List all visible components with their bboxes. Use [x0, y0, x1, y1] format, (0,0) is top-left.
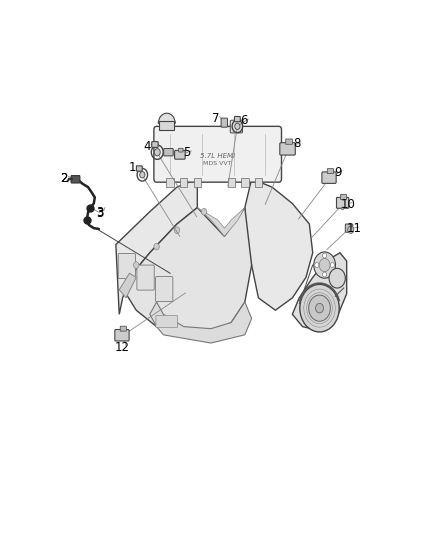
Circle shape	[322, 253, 327, 258]
Circle shape	[174, 227, 180, 233]
Circle shape	[201, 208, 207, 215]
Polygon shape	[293, 253, 346, 330]
FancyBboxPatch shape	[118, 254, 135, 279]
FancyBboxPatch shape	[234, 117, 240, 122]
FancyBboxPatch shape	[154, 126, 282, 182]
Text: 6: 6	[240, 114, 248, 127]
Text: MDS VVT: MDS VVT	[203, 161, 232, 166]
Circle shape	[154, 149, 160, 156]
FancyBboxPatch shape	[175, 150, 185, 159]
FancyBboxPatch shape	[71, 175, 80, 183]
Circle shape	[235, 123, 240, 130]
FancyBboxPatch shape	[156, 316, 178, 327]
Circle shape	[140, 172, 145, 178]
FancyBboxPatch shape	[241, 177, 249, 188]
Text: 5: 5	[184, 146, 191, 159]
FancyBboxPatch shape	[164, 149, 173, 156]
FancyBboxPatch shape	[136, 166, 142, 171]
FancyBboxPatch shape	[286, 139, 292, 144]
Text: 2: 2	[60, 172, 68, 184]
Text: 1: 1	[128, 161, 136, 174]
Circle shape	[309, 295, 330, 321]
Polygon shape	[197, 207, 245, 236]
FancyBboxPatch shape	[152, 142, 158, 147]
Text: 2: 2	[60, 172, 68, 184]
Polygon shape	[119, 273, 136, 298]
FancyBboxPatch shape	[227, 177, 235, 188]
FancyBboxPatch shape	[280, 143, 295, 155]
Polygon shape	[116, 179, 197, 314]
FancyBboxPatch shape	[115, 329, 129, 341]
Polygon shape	[126, 207, 251, 335]
Text: 11: 11	[346, 222, 362, 236]
Wedge shape	[158, 113, 175, 124]
Circle shape	[322, 272, 327, 277]
Text: 12: 12	[114, 341, 130, 353]
Circle shape	[341, 207, 344, 210]
Circle shape	[300, 284, 339, 332]
Text: 9: 9	[334, 166, 342, 179]
Circle shape	[348, 226, 354, 233]
Circle shape	[330, 263, 335, 268]
Text: 3: 3	[96, 207, 103, 220]
FancyBboxPatch shape	[339, 194, 346, 199]
FancyBboxPatch shape	[179, 148, 183, 152]
FancyBboxPatch shape	[180, 177, 187, 188]
FancyBboxPatch shape	[345, 224, 353, 232]
Text: 8: 8	[293, 137, 300, 150]
FancyBboxPatch shape	[336, 197, 349, 208]
FancyBboxPatch shape	[230, 120, 243, 133]
Text: 4: 4	[143, 140, 151, 152]
FancyBboxPatch shape	[194, 177, 201, 188]
FancyBboxPatch shape	[159, 120, 174, 131]
Polygon shape	[150, 302, 251, 343]
Text: 5.7L HEMI: 5.7L HEMI	[200, 154, 235, 159]
FancyBboxPatch shape	[120, 326, 127, 331]
FancyBboxPatch shape	[221, 118, 227, 127]
Circle shape	[329, 268, 345, 288]
FancyBboxPatch shape	[327, 168, 333, 174]
FancyBboxPatch shape	[254, 177, 262, 188]
Circle shape	[315, 263, 319, 268]
Circle shape	[319, 259, 330, 272]
Text: 3: 3	[96, 206, 103, 219]
FancyBboxPatch shape	[166, 177, 174, 188]
FancyBboxPatch shape	[322, 172, 336, 183]
Polygon shape	[245, 179, 313, 310]
Circle shape	[154, 243, 159, 250]
Circle shape	[314, 252, 336, 278]
Circle shape	[134, 262, 139, 268]
FancyBboxPatch shape	[137, 265, 154, 290]
Circle shape	[316, 303, 323, 313]
FancyBboxPatch shape	[155, 277, 173, 302]
Text: 10: 10	[341, 198, 356, 211]
Text: 7: 7	[212, 111, 219, 125]
